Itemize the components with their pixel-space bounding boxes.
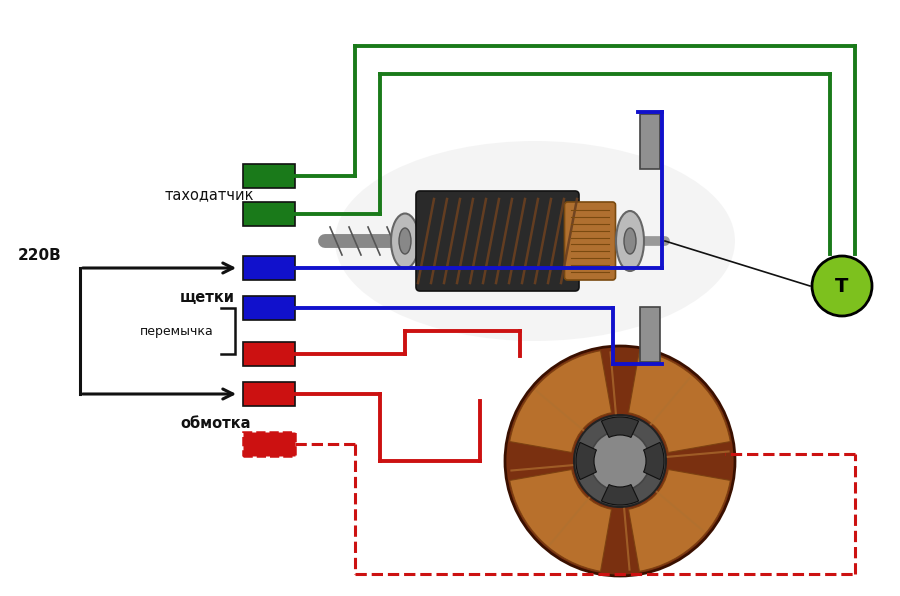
Text: обмотка: обмотка: [180, 416, 250, 431]
FancyBboxPatch shape: [243, 164, 295, 188]
Wedge shape: [628, 350, 730, 452]
FancyBboxPatch shape: [416, 191, 579, 291]
Text: перемычка: перемычка: [140, 324, 214, 337]
Wedge shape: [576, 442, 597, 480]
Wedge shape: [509, 350, 611, 452]
Wedge shape: [644, 442, 664, 480]
Ellipse shape: [399, 228, 411, 254]
Ellipse shape: [335, 141, 735, 341]
Circle shape: [590, 431, 650, 491]
FancyBboxPatch shape: [243, 382, 295, 406]
FancyBboxPatch shape: [243, 256, 295, 280]
Bar: [640, 306, 660, 362]
Text: щетки: щетки: [180, 290, 235, 305]
Ellipse shape: [624, 228, 636, 254]
Text: T: T: [835, 277, 849, 296]
FancyBboxPatch shape: [564, 202, 616, 280]
Ellipse shape: [391, 213, 419, 269]
Circle shape: [574, 415, 666, 507]
Ellipse shape: [616, 211, 644, 271]
Text: 220В: 220В: [18, 249, 62, 263]
Wedge shape: [628, 470, 730, 572]
Bar: [640, 113, 660, 169]
Wedge shape: [509, 470, 611, 572]
Circle shape: [505, 346, 735, 576]
Wedge shape: [601, 485, 639, 505]
FancyBboxPatch shape: [243, 296, 295, 320]
FancyBboxPatch shape: [243, 342, 295, 366]
Text: таходатчик: таходатчик: [165, 188, 255, 203]
Wedge shape: [601, 417, 639, 437]
FancyBboxPatch shape: [243, 202, 295, 226]
FancyBboxPatch shape: [243, 432, 295, 456]
Circle shape: [812, 256, 872, 316]
